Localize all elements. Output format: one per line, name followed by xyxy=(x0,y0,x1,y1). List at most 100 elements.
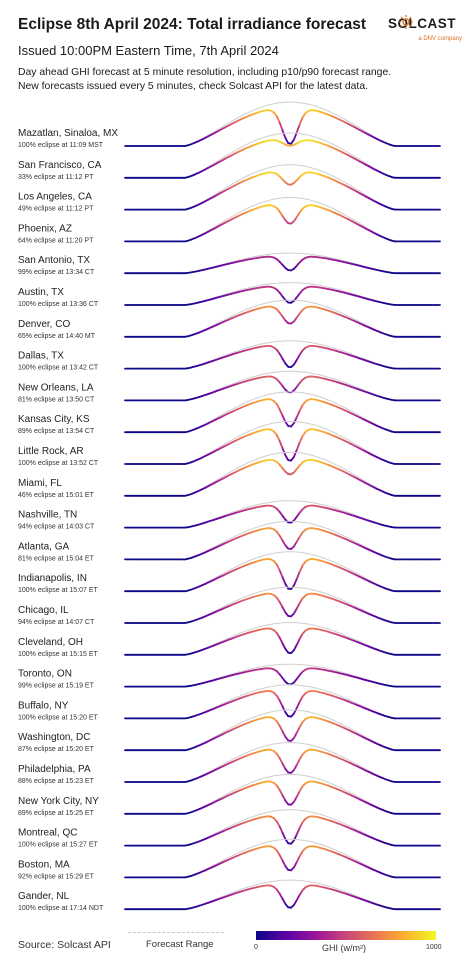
ghi-line-segment xyxy=(278,699,284,708)
ghi-line-segment xyxy=(278,854,284,862)
ghi-line-segment xyxy=(281,357,287,365)
ghi-line-segment xyxy=(295,855,301,863)
ghi-line-segment xyxy=(295,726,301,734)
ghi-forecast-chart: Mazatlan, Sinaloa, MX 100% eclipse at 11:… xyxy=(18,101,441,912)
ghi-line-segment xyxy=(295,790,301,798)
ghi-line-segment xyxy=(275,820,281,828)
ghi-line-segment xyxy=(278,601,284,609)
ghi-line-segment xyxy=(298,435,304,444)
ghi-line-segment xyxy=(295,353,301,361)
colorbar-min-label: 0 xyxy=(254,944,258,951)
city-name-label: Philadelphia, PA xyxy=(18,764,91,775)
ghi-line-segment xyxy=(295,758,301,766)
city-row: Atlanta, GA 81% eclipse at 15:04 ET xyxy=(18,520,441,562)
ghi-line-segment xyxy=(293,643,298,651)
city-row: Gander, NL 100% eclipse at 17:14 NDT xyxy=(18,879,441,912)
ghi-line-segment xyxy=(298,116,304,126)
ghi-line-segment xyxy=(281,129,287,139)
ghi-line-segment xyxy=(295,441,301,451)
city-row: Nashville, TN 94% eclipse at 14:03 CT xyxy=(18,500,441,531)
ghi-line-segment xyxy=(298,850,304,858)
eclipse-info-label: 81% eclipse at 15:04 ET xyxy=(18,555,95,562)
city-name-label: Chicago, IL xyxy=(18,605,69,616)
city-row: Little Rock, AR 100% eclipse at 13:52 CT xyxy=(18,420,441,467)
ghi-line-segment xyxy=(278,439,284,450)
city-row: New Orleans, LA 81% eclipse at 13:50 CT xyxy=(18,370,441,403)
ghi-line-segment xyxy=(278,788,284,797)
eclipse-info-label: 100% eclipse at 17:14 NDT xyxy=(18,905,104,912)
city-row: Cleveland, OH 100% eclipse at 15:15 ET xyxy=(18,621,441,658)
ghi-line-segment xyxy=(295,602,301,610)
ghi-line-segment xyxy=(275,403,281,411)
ghi-line-segment xyxy=(278,724,284,733)
ghi-line-segment xyxy=(278,636,284,645)
city-row: Austin, TX 100% eclipse at 13:36 CT xyxy=(18,282,441,308)
chart-title: Eclipse 8th April 2024: Total irradiance… xyxy=(18,16,367,33)
description-line-1: Day ahead GHI forecast at 5 minute resol… xyxy=(18,67,392,78)
eclipse-info-label: 92% eclipse at 15:29 ET xyxy=(18,873,95,880)
forecast-range-line xyxy=(125,451,440,497)
ghi-line-segment xyxy=(293,899,298,906)
city-name-label: San Antonio, TX xyxy=(18,255,90,266)
chart-subtitle: Issued 10:00PM Eastern Time, 7th April 2… xyxy=(18,43,279,58)
ghi-line-segment xyxy=(281,794,287,802)
city-name-label: Nashville, TN xyxy=(18,510,77,521)
forecast-range-line xyxy=(125,391,440,433)
forecast-range-line xyxy=(125,500,440,529)
ghi-colorbar xyxy=(256,931,436,940)
forecast-range-line xyxy=(125,164,440,211)
eclipse-info-label: 99% eclipse at 13:34 CT xyxy=(18,269,95,276)
ghi-line-segment xyxy=(295,409,301,419)
description-line-2: New forecasts issued every 5 minutes, ch… xyxy=(18,81,368,92)
forecast-range-line xyxy=(125,879,440,910)
city-name-label: Phoenix, AZ xyxy=(18,223,72,234)
ghi-line-segment xyxy=(281,730,287,738)
ghi-line-segment xyxy=(281,414,287,423)
city-name-label: New Orleans, LA xyxy=(18,382,94,393)
solcast-logo: SOLCAST a DNV company xyxy=(388,14,468,50)
city-name-label: Atlanta, GA xyxy=(18,541,69,552)
city-name-label: Gander, NL xyxy=(18,891,70,902)
ghi-line-segment xyxy=(295,827,301,836)
city-row: Phoenix, AZ 64% eclipse at 11:20 PT xyxy=(18,197,441,244)
ghi-line-segment xyxy=(281,606,287,614)
forecast-range-line xyxy=(125,340,440,370)
eclipse-info-label: 46% eclipse at 15:01 ET xyxy=(18,492,95,499)
city-name-label: Dallas, TX xyxy=(18,351,64,362)
chart-description: Day ahead GHI forecast at 5 minute resol… xyxy=(18,66,438,94)
eclipse-info-label: 100% eclipse at 15:07 ET xyxy=(18,587,98,594)
ghi-line-segment xyxy=(295,570,301,580)
city-name-label: San Francisco, CA xyxy=(18,160,102,171)
eclipse-info-label: 94% eclipse at 14:07 CT xyxy=(18,619,95,626)
forecast-range-line xyxy=(125,132,440,179)
eclipse-info-label: 100% eclipse at 13:52 CT xyxy=(18,460,99,467)
ghi-line-segment xyxy=(281,897,287,905)
colorbar-max-label: 1000 xyxy=(426,944,442,951)
city-name-label: Mazatlan, Sinaloa, MX xyxy=(18,128,118,139)
forecast-range-line xyxy=(125,101,440,147)
eclipse-info-label: 89% eclipse at 15:25 ET xyxy=(18,810,95,817)
forecast-range-line xyxy=(125,684,440,719)
ghi-line-segment xyxy=(275,694,281,702)
ghi-line-segment xyxy=(293,448,298,458)
city-name-label: Indianapolis, IN xyxy=(18,573,87,584)
ghi-line-segment xyxy=(275,563,281,571)
forecast-range-line xyxy=(125,282,440,306)
forecast-range-line xyxy=(125,551,440,592)
city-row: San Francisco, CA 33% eclipse at 11:12 PT xyxy=(18,132,441,181)
eclipse-info-label: 65% eclipse at 14:40 MT xyxy=(18,333,96,340)
city-name-label: Denver, CO xyxy=(18,319,70,330)
forecast-range-line xyxy=(125,197,440,242)
eclipse-info-label: 88% eclipse at 15:23 ET xyxy=(18,778,95,785)
eclipse-info-label: 100% eclipse at 15:20 ET xyxy=(18,714,98,721)
ghi-line-segment xyxy=(281,859,287,868)
forecast-range-line xyxy=(125,621,440,656)
city-rows: Mazatlan, Sinaloa, MX 100% eclipse at 11:… xyxy=(18,101,441,912)
eclipse-info-label: 100% eclipse at 13:36 CT xyxy=(18,301,99,308)
ghi-line-segment xyxy=(281,831,287,840)
city-row: Kansas City, KS 89% eclipse at 13:54 CT xyxy=(18,391,441,435)
city-row: Boston, MA 92% eclipse at 15:29 ET xyxy=(18,838,441,880)
ghi-line-segment xyxy=(284,137,290,145)
city-name-label: Montreal, QC xyxy=(18,828,77,839)
city-row: New York City, NY 89% eclipse at 15:25 ET xyxy=(18,773,441,817)
